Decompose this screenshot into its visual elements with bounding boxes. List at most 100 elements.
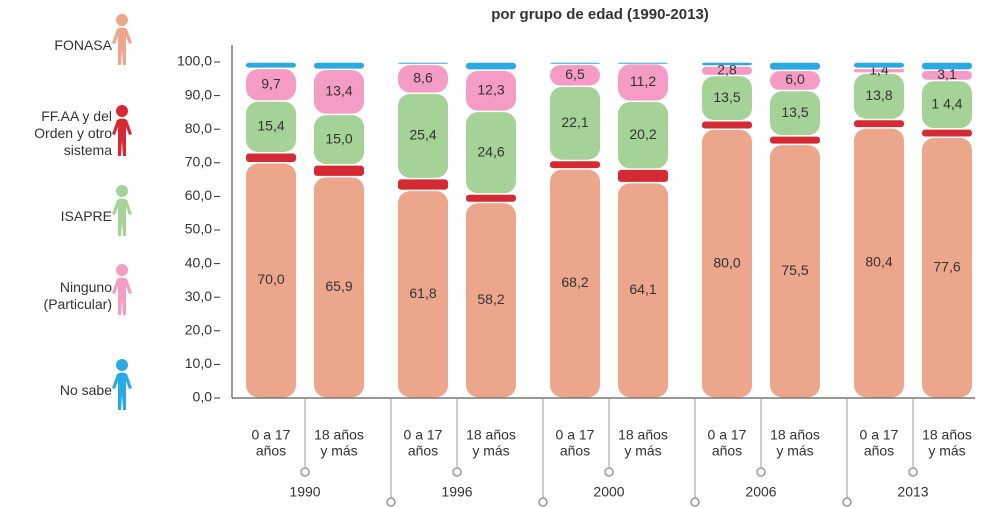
icon-body: [112, 372, 132, 410]
bar-segment: [854, 62, 904, 68]
data-label: 2,8: [717, 61, 737, 77]
bar-segment: [702, 129, 752, 398]
data-label: 58,2: [477, 291, 504, 307]
bar-segment: [922, 62, 972, 70]
data-label: 24,6: [477, 143, 504, 159]
legend-icon: [112, 359, 132, 410]
bar-segment: [246, 101, 296, 152]
y-tick-label: 90,0: [185, 86, 212, 102]
bar-segment: [770, 62, 820, 70]
separator-dot: [690, 497, 700, 507]
y-tick-label: 10,0: [185, 355, 212, 371]
icon-body: [112, 118, 132, 156]
bar-segment: [466, 194, 516, 202]
x-tick-label: 0 a 17: [404, 427, 443, 443]
icon-head: [116, 105, 128, 117]
x-tick-label: 18 años: [618, 427, 668, 443]
group-label: 2013: [897, 484, 928, 500]
bar-segment: [770, 91, 820, 136]
group-dot: [604, 467, 614, 477]
bar-segment: [246, 153, 296, 163]
x-tick-label: 0 a 17: [708, 427, 747, 443]
legend-icon: [112, 185, 132, 236]
bar-segment: [398, 65, 448, 93]
bar-segment: [398, 191, 448, 398]
bar-segment: [314, 177, 364, 398]
data-label: 75,5: [781, 262, 808, 278]
bar-segment: [702, 62, 752, 66]
data-label: 13,4: [325, 83, 352, 99]
bar-segment: [702, 66, 752, 75]
icon-body: [112, 198, 132, 236]
bar-segment: [466, 203, 516, 398]
bar-segment: [550, 86, 600, 160]
data-label: 68,2: [561, 274, 588, 290]
data-label: 11,2: [630, 73, 656, 89]
bar-segment: [246, 163, 296, 398]
separator-dot: [386, 497, 396, 507]
bar-segment: [770, 145, 820, 398]
y-tick-label: 40,0: [185, 254, 212, 270]
bar-segment: [618, 169, 668, 182]
x-tick-label: años: [256, 443, 286, 459]
bar-segment: [702, 121, 752, 129]
bar-segment: [246, 62, 296, 68]
bar-segment: [550, 161, 600, 169]
bar-segment: [466, 70, 516, 111]
x-tick-label: 18 años: [770, 427, 820, 443]
group-dot: [756, 467, 766, 477]
group-dot: [908, 467, 918, 477]
separator-dot: [842, 497, 852, 507]
bar-segment: [398, 179, 448, 190]
legend-label: No sabe: [59, 382, 112, 398]
data-label: 13,5: [781, 104, 808, 120]
data-label: 12,3: [477, 81, 504, 97]
legend-icon: [112, 264, 132, 315]
bar-segment: [466, 62, 516, 70]
x-tick-label: 0 a 17: [860, 427, 899, 443]
data-label: 3,1: [937, 66, 957, 82]
bar-segment: [618, 183, 668, 398]
x-tick-label: años: [712, 443, 742, 459]
bar-segment: [314, 62, 364, 69]
data-label: 22,1: [561, 114, 588, 130]
data-label: 6,5: [565, 66, 585, 82]
data-label: 9,7: [261, 75, 281, 91]
legend-icon: [112, 14, 132, 65]
y-tick-label: 20,0: [185, 322, 212, 338]
separator-dot: [538, 497, 548, 507]
data-label: 20,2: [629, 126, 656, 142]
data-label: 64,1: [629, 281, 656, 297]
data-label: 13,5: [713, 89, 740, 105]
group-dot: [452, 467, 462, 477]
x-tick-label: y más: [472, 443, 509, 459]
chart-title: por grupo de edad (1990-2013): [491, 6, 709, 23]
group-label: 1996: [441, 484, 472, 500]
data-label: 1 4,4: [931, 95, 962, 111]
legend-label: ISAPRE: [60, 208, 112, 224]
x-tick-label: 0 a 17: [556, 427, 595, 443]
bar-segment: [618, 102, 668, 169]
bar-segment: [702, 76, 752, 121]
bar-segment: [922, 70, 972, 80]
icon-head: [116, 264, 128, 276]
legend-label: Ninguno (Particular): [43, 279, 112, 312]
data-label: 15,0: [325, 130, 352, 146]
bar-segment: [854, 73, 904, 119]
data-label: 8,6: [413, 70, 433, 86]
group-label: 2000: [593, 484, 624, 500]
data-label: 15,4: [257, 118, 284, 134]
group-label: 2006: [745, 484, 776, 500]
data-label: 6,0: [785, 71, 805, 87]
x-tick-label: años: [864, 443, 894, 459]
bar-segment: [398, 93, 448, 178]
x-tick-label: 18 años: [314, 427, 364, 443]
x-tick-label: años: [408, 443, 438, 459]
data-label: 61,8: [409, 285, 436, 301]
x-tick-label: años: [560, 443, 590, 459]
x-tick-label: y más: [928, 443, 965, 459]
y-tick-label: 70,0: [185, 154, 212, 170]
data-label: 70,0: [257, 271, 284, 287]
